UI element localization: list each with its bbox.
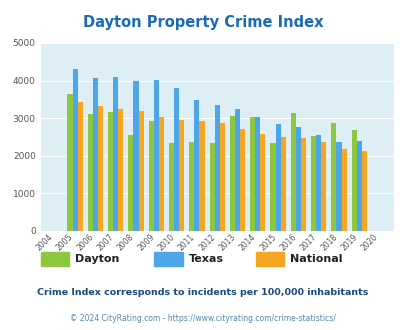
Bar [118,110,123,231]
Text: Dayton Property Crime Index: Dayton Property Crime Index [83,15,322,30]
Bar [138,111,143,231]
Bar [153,80,158,231]
Bar [280,137,285,231]
Text: Crime Index corresponds to incidents per 100,000 inhabitants: Crime Index corresponds to incidents per… [37,287,368,297]
Bar [113,77,118,231]
Bar [72,69,77,231]
Bar [361,151,366,231]
Bar [158,117,164,231]
Bar [234,109,239,231]
Bar [315,135,320,231]
Bar [174,88,179,231]
Bar [179,120,184,231]
Bar [270,143,275,231]
Text: © 2024 CityRating.com - https://www.cityrating.com/crime-statistics/: © 2024 CityRating.com - https://www.city… [70,314,335,323]
Bar [320,142,326,231]
Bar [351,130,356,231]
Bar [219,123,224,231]
Bar [295,127,300,231]
Bar [239,129,245,231]
Bar [168,143,174,231]
Bar [87,115,93,231]
Text: National: National [290,254,342,264]
Bar [229,116,234,231]
Bar [128,135,133,231]
Bar [214,105,219,231]
Bar [108,112,113,231]
Bar [260,134,265,231]
Bar [67,94,72,231]
Bar [341,148,346,231]
Bar [133,81,138,231]
Bar [77,102,83,231]
Text: Dayton: Dayton [75,254,119,264]
Bar [330,123,336,231]
Bar [209,143,214,231]
Bar [249,117,255,231]
Bar [255,117,260,231]
Text: Texas: Texas [188,254,223,264]
Bar [194,100,199,231]
Bar [189,142,194,231]
Bar [336,142,341,231]
Bar [148,121,153,231]
Bar [98,106,103,231]
Bar [290,113,295,231]
Bar [300,139,305,231]
Bar [275,124,280,231]
Bar [93,78,98,231]
Bar [199,121,204,231]
Bar [310,136,315,231]
Bar [356,142,361,231]
